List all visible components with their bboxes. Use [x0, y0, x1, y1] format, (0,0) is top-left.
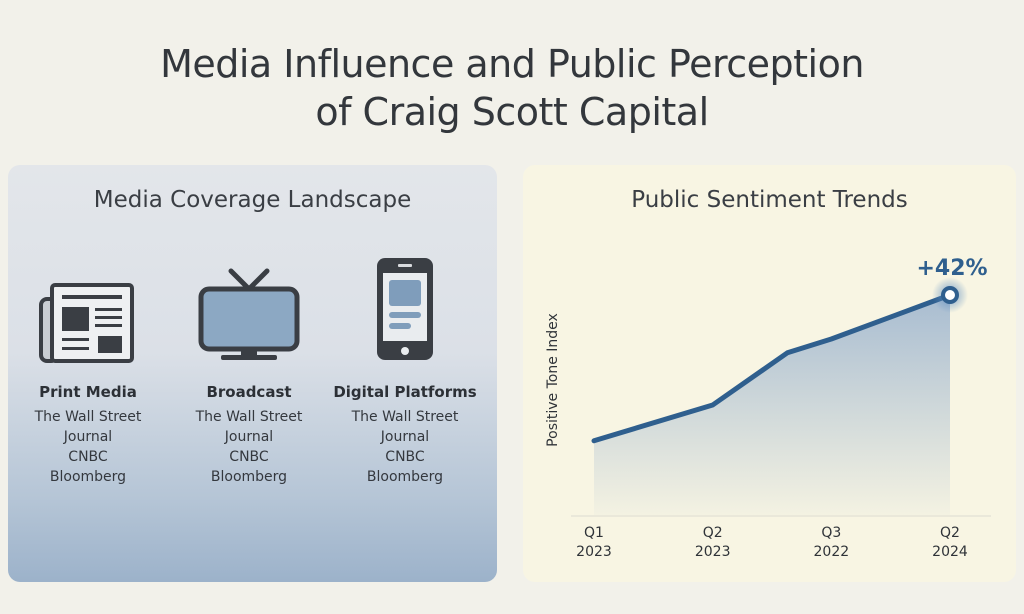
sentiment-panel: Public Sentiment Trends Positive Tone In… [523, 165, 1016, 582]
category-broadcast: Broadcast The Wall Street Journal CNBC B… [174, 263, 324, 487]
source-item: The Wall Street Journal [351, 409, 459, 445]
category-name: Broadcast [206, 383, 292, 401]
source-item: CNBC [385, 449, 425, 465]
newspaper-icon [13, 263, 163, 363]
x-tick-label: Q2 [703, 525, 723, 541]
panel-title: Public Sentiment Trends [631, 187, 908, 213]
y-axis-label: Positive Tone Index [545, 313, 561, 447]
tv-icon [174, 263, 324, 363]
x-tick-label: Q2 [940, 525, 960, 541]
category-name: Print Media [39, 383, 137, 401]
source-item: Bloomberg [366, 469, 444, 485]
smartphone-icon [330, 258, 480, 363]
category-print-media: Print Media The Wall Street Journal CNBC… [13, 263, 163, 487]
source-item: The Wall Street Journal [195, 409, 303, 445]
source-item: Bloomberg [49, 469, 127, 485]
area-fill [594, 295, 950, 515]
panel-title: Media Coverage Landscape [93, 187, 412, 213]
source-item: Bloomberg [210, 469, 288, 485]
data-point [941, 286, 959, 304]
page-title: Media Influence and Public Perception of… [160, 42, 864, 134]
x-tick-label: Q1 [584, 525, 604, 541]
x-tick-label: 2022 [814, 544, 850, 560]
x-tick-label: 2024 [932, 544, 968, 560]
x-tick-label: 2023 [695, 544, 731, 560]
source-item: The Wall Street Journal [34, 409, 142, 445]
x-tick-label: 2023 [576, 544, 612, 560]
sentiment-line [591, 292, 953, 444]
x-tick-label: Q3 [821, 525, 841, 541]
growth-annotation: +42% [916, 256, 987, 281]
source-item: CNBC [229, 449, 269, 465]
source-item: CNBC [68, 449, 108, 465]
media-coverage-panel: Media Coverage Landscape Print Media The… [8, 165, 497, 582]
category-name: Digital Platforms [333, 383, 477, 401]
sentiment-chart: Positive Tone Index Q1 2023 Q2 2023 Q3 2022 Q2… [545, 256, 991, 560]
category-digital-platforms: Digital Platforms The Wall Street Journa… [330, 258, 480, 487]
